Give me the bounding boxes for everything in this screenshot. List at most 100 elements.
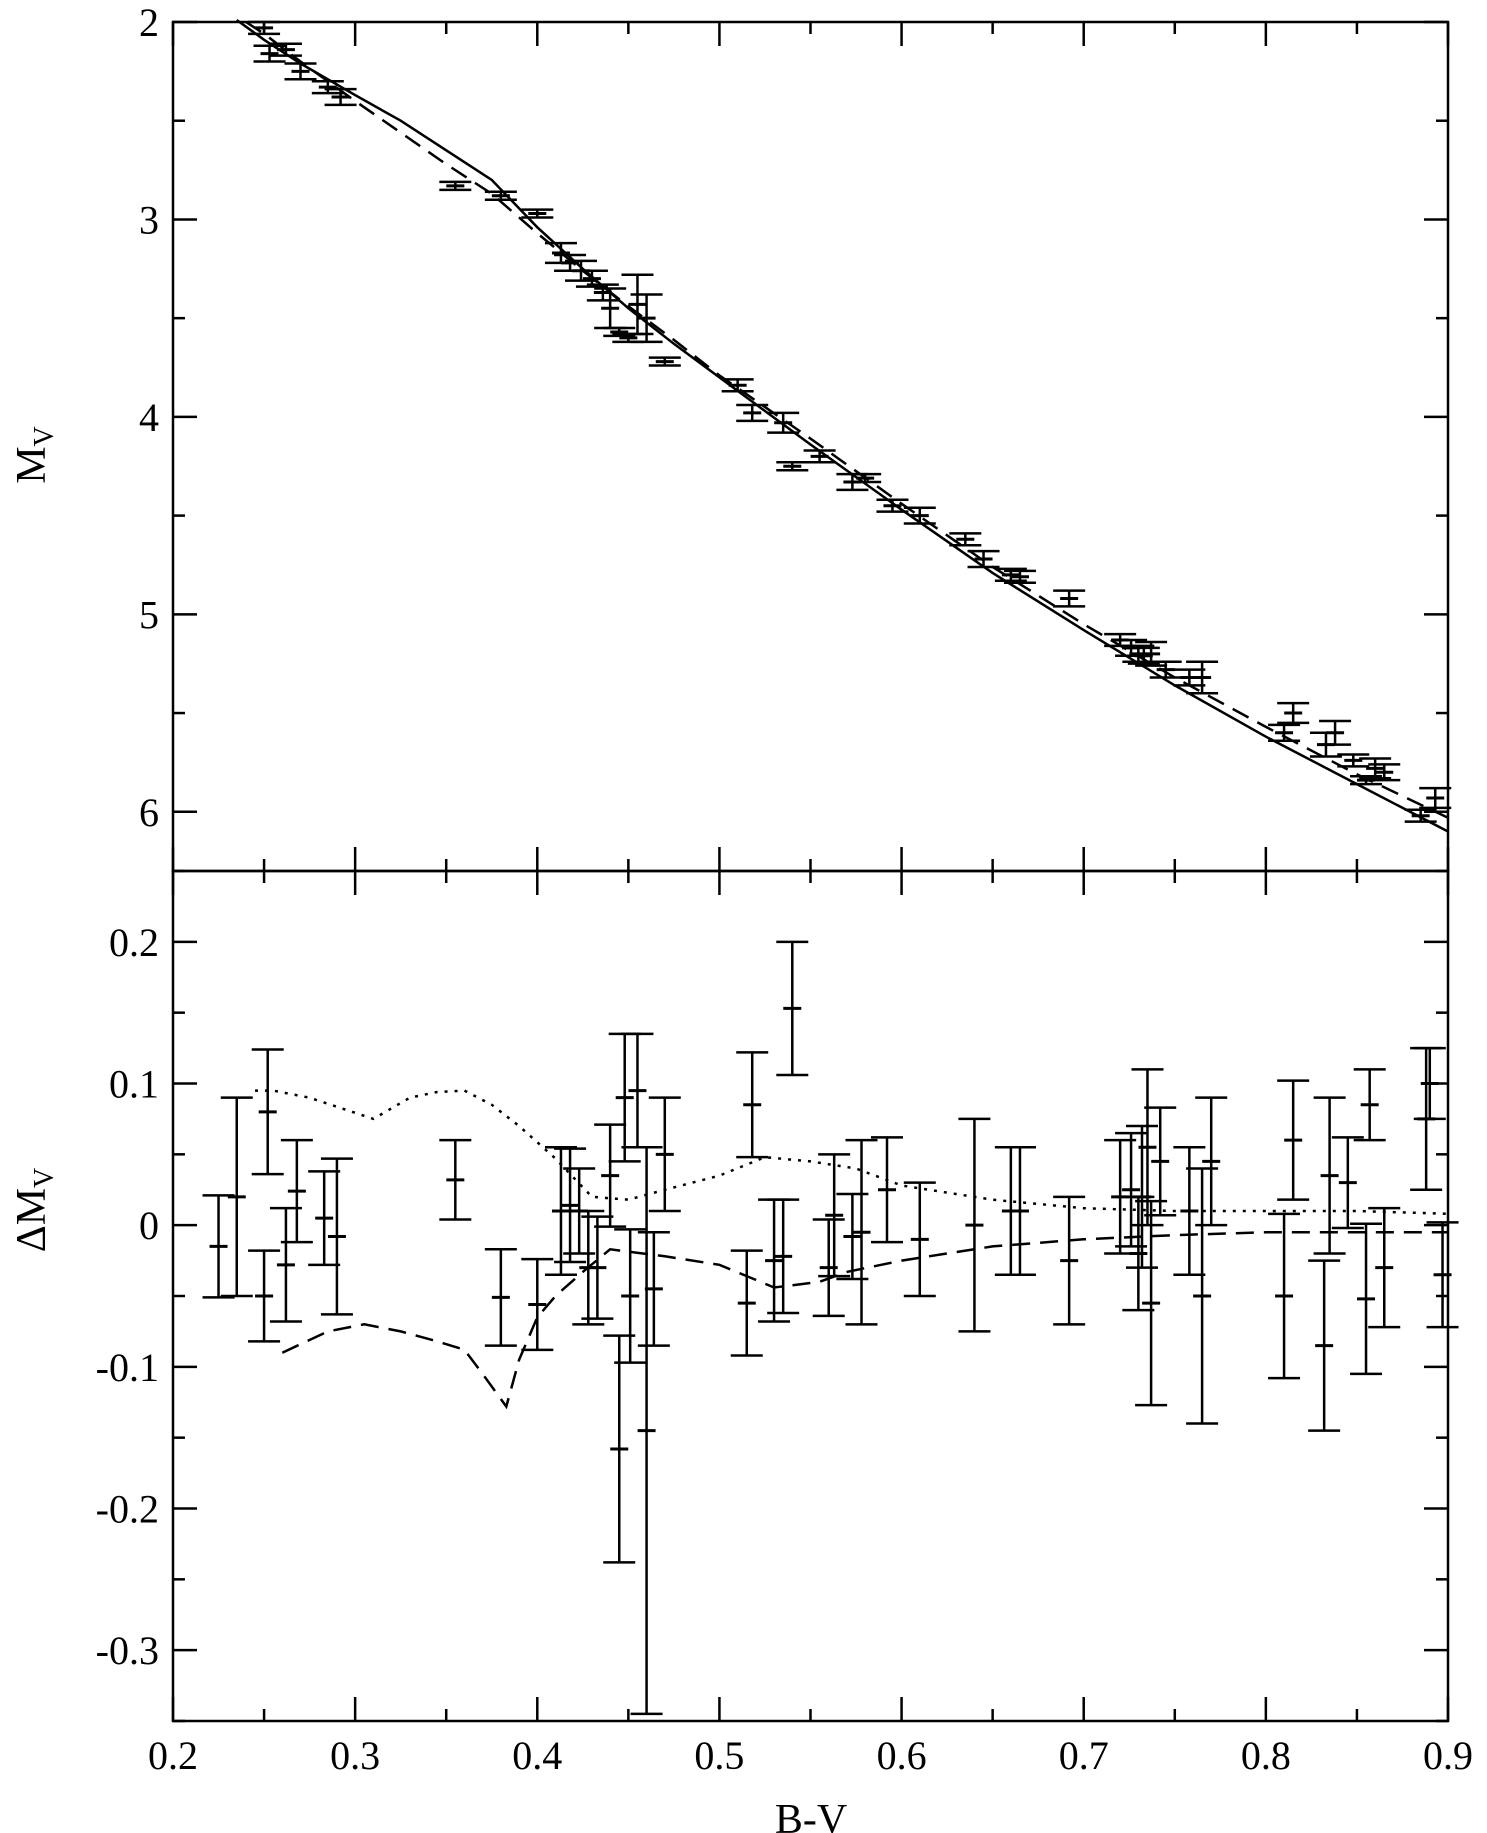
top-data-point (949, 532, 982, 547)
bottom-data-point (1173, 1146, 1206, 1276)
bottom-data-point (958, 1117, 991, 1333)
top-data-point (903, 506, 936, 525)
bottom-data-point (648, 1096, 681, 1213)
top-data-point (1368, 763, 1401, 782)
top-y-axis-label-sub: V (29, 426, 60, 446)
bottom-data-point (767, 1198, 800, 1315)
bottom-x-tick-label: 0.4 (512, 1733, 562, 1778)
bottom-data-point (484, 1248, 517, 1347)
top-plot-frame (171, 20, 1450, 873)
bottom-y-axis-label-sub: V (29, 1168, 60, 1188)
top-data-point (1277, 701, 1310, 725)
bottom-data-point (594, 1123, 627, 1228)
bottom-data-point (320, 1157, 353, 1316)
bottom-y-tick-label: -0.3 (96, 1628, 159, 1673)
top-data-point (324, 87, 357, 107)
bottom-data-point (871, 1136, 903, 1244)
bottom-data-point (1353, 1068, 1386, 1142)
top-y-tick-label: 3 (139, 197, 159, 242)
top-data-point (721, 378, 754, 393)
bottom-y-tick-label: 0.1 (109, 1062, 159, 1107)
top-data-point (439, 180, 472, 192)
bottom-plot-frame (171, 869, 1450, 1723)
bottom-data-point (614, 1228, 647, 1364)
top-data-point (876, 498, 909, 513)
bottom-data-point (202, 1194, 235, 1299)
top-data-point (1149, 660, 1182, 679)
top-data-point (776, 461, 809, 472)
bottom-data-point (1135, 1199, 1168, 1407)
top-data-point (311, 79, 344, 95)
bottom-data-point (251, 1048, 284, 1176)
top-y-tick-label: 5 (139, 592, 159, 637)
top-data-point (1003, 569, 1036, 584)
bottom-data-point (1144, 1106, 1177, 1217)
bottom-x-tick-label: 0.5 (694, 1733, 744, 1778)
bottom-data-point (818, 1153, 851, 1278)
bottom-data-point (776, 940, 809, 1077)
bottom-data-point (248, 1249, 281, 1343)
bottom-data-point (630, 1146, 663, 1716)
bottom-y-tick-label: 0 (139, 1203, 159, 1248)
bottom-data-point (308, 1170, 341, 1267)
top-data-point (248, 20, 281, 36)
top-data-point (849, 472, 882, 484)
bottom-data-point (903, 1181, 936, 1298)
bottom-data-point (758, 1198, 791, 1323)
bottom-data-point (1426, 1221, 1459, 1329)
bottom-data-point (1277, 1079, 1310, 1201)
bottom-x-tick-label: 0.9 (1423, 1733, 1473, 1778)
top-data-point (803, 449, 836, 464)
top-data-point (621, 273, 654, 336)
top-data-point (1268, 723, 1301, 742)
bottom-x-tick-label: 0.2 (148, 1733, 198, 1778)
bottom-data-point (280, 1138, 313, 1244)
bottom-data-point (220, 1096, 253, 1298)
top-y-axis-label: MV (9, 426, 60, 484)
top-y-tick-label: 6 (139, 790, 159, 835)
top-data-point (1359, 757, 1392, 780)
top-data-point (648, 356, 681, 367)
top-y-axis-label-main: M (9, 446, 55, 483)
bottom-data-point (730, 1249, 763, 1357)
bottom-x-axis-label: B-V (775, 1797, 847, 1833)
bottom-data-point (1313, 1096, 1346, 1255)
bottom-data-point (544, 1146, 577, 1276)
top-data-point (284, 62, 317, 81)
top-data-point (767, 411, 800, 434)
bottom-data-point (1195, 1096, 1228, 1227)
bottom-panel: -0.3 -0.2 -0.1 0 0.1 0.2 0.2 0.3 0.4 0.5 0.6 0.7 0.8… (96, 869, 1473, 1778)
top-y-tick-label: 2 (139, 0, 159, 45)
bottom-data-point (1186, 1167, 1219, 1425)
top-panel: 2 3 4 5 6 (139, 0, 1452, 873)
bottom-data-point (1331, 1136, 1364, 1230)
top-curve-solid (235, 18, 1449, 833)
top-data-point (1419, 786, 1452, 810)
bottom-data-point (554, 1147, 587, 1264)
top-data-point (521, 208, 554, 219)
top-data-point (1186, 660, 1219, 695)
bottom-y-tick-label: 0.2 (109, 920, 159, 965)
bottom-data-point (1268, 1212, 1301, 1380)
bottom-y-tick-label: -0.1 (96, 1345, 159, 1390)
top-data-point (269, 42, 302, 57)
top-data-point (1337, 753, 1370, 768)
top-data-point (1135, 640, 1168, 667)
bottom-data-point (1413, 1046, 1446, 1121)
bottom-data-point (1003, 1146, 1036, 1276)
bottom-data-point (621, 1032, 654, 1149)
top-data-point (484, 190, 517, 201)
bottom-x-tick-label: 0.7 (1059, 1733, 1109, 1778)
bottom-data-point (736, 1051, 769, 1159)
bottom-y-tick-label: -0.2 (96, 1487, 159, 1532)
top-y-tick-label: 4 (139, 395, 159, 440)
top-data-point (586, 283, 619, 302)
top-curve-dashed (245, 20, 1449, 819)
bottom-data-point (845, 1138, 878, 1326)
bottom-data-point (812, 1218, 845, 1318)
bottom-x-tick-label: 0.8 (1241, 1733, 1291, 1778)
top-data-point (1404, 808, 1437, 823)
top-data-point (1319, 719, 1352, 746)
bottom-x-tick-label: 0.6 (877, 1733, 927, 1778)
